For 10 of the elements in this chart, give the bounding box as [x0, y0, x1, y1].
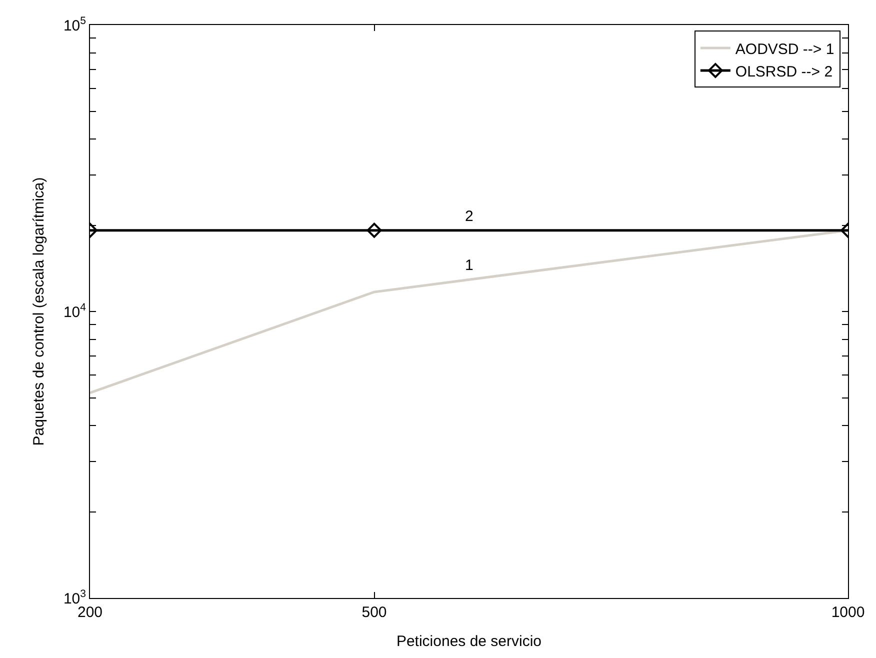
y-tick-label: 10$^{4}$	[63, 301, 86, 321]
annotation: 2	[465, 208, 474, 225]
legend-label: AODVSD --> 1	[735, 40, 834, 58]
legend-label: OLSRSD --> 2	[735, 63, 833, 80]
x-axis-title: Peticiones de servicio	[396, 633, 542, 650]
y-axis-title: Paquetes de control (escala logarítmica)	[30, 177, 48, 446]
x-tick-label: 500	[362, 604, 387, 621]
y-tick-label: 10$^{5}$	[63, 14, 86, 34]
annotation: 1	[465, 257, 474, 274]
x-tick-label: 1000	[831, 604, 865, 621]
